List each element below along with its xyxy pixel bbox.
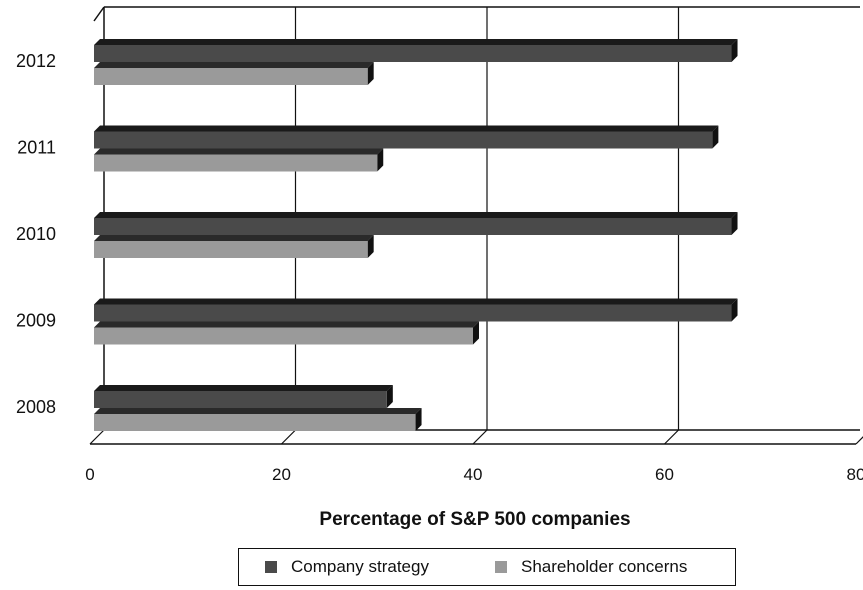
x-axis-ticks: 0 20 40 60 80 <box>85 465 863 484</box>
floor-depth-line <box>664 429 679 445</box>
bar-top-face <box>94 148 384 155</box>
bar-company-strategy-2012 <box>94 45 732 62</box>
x-tick-label: 20 <box>272 465 291 484</box>
x-tick-label: 80 <box>847 465 863 484</box>
bar-side-face <box>386 385 393 408</box>
legend-swatch-light <box>495 561 507 573</box>
bar-top-face <box>94 408 422 414</box>
bar-side-face <box>712 125 719 149</box>
bar-side-face <box>415 408 422 431</box>
bars <box>94 39 738 431</box>
x-tick-label: 40 <box>464 465 483 484</box>
bar-company-strategy-2011 <box>94 131 713 149</box>
x-tick-label: 60 <box>655 465 674 484</box>
y-axis-label: 2012 <box>16 51 56 71</box>
bar-company-strategy-2008 <box>94 391 387 408</box>
y-axis-label: 2010 <box>16 224 56 244</box>
bar-shareholder-concerns-2008 <box>94 414 416 431</box>
bar-top-face <box>94 298 738 305</box>
bar-shareholder-concerns-2009 <box>94 327 473 345</box>
floor-depth-line <box>855 436 863 445</box>
bar-shareholder-concerns-2011 <box>94 154 378 172</box>
bar-side-face <box>367 235 374 258</box>
bar-side-face <box>367 62 374 85</box>
y-axis-label: 2008 <box>16 397 56 417</box>
depth-edge-top <box>93 6 105 22</box>
bar-chart: 2012 2011 2010 2009 2008 0 20 40 60 80 Percentag… <box>16 6 863 530</box>
bar-side-face <box>731 212 738 235</box>
bar-top-face <box>94 62 374 68</box>
bar-top-face <box>94 212 738 218</box>
y-axis-label: 2009 <box>16 311 56 331</box>
legend-item-shareholder-concerns: Shareholder concerns <box>495 549 687 585</box>
bar-side-face <box>473 321 479 345</box>
bar-company-strategy-2009 <box>94 304 732 322</box>
floor-depth-line <box>89 429 105 445</box>
bar-side-face <box>731 298 738 322</box>
legend: Company strategy Shareholder concerns <box>238 548 736 586</box>
legend-swatch-dark <box>265 561 277 573</box>
bar-top-face <box>94 235 374 241</box>
legend-label: Shareholder concerns <box>521 557 688 576</box>
x-tick-label: 0 <box>85 465 94 484</box>
legend-label: Company strategy <box>291 557 429 576</box>
x-axis-title: Percentage of S&P 500 companies <box>319 509 630 530</box>
bar-top-face <box>94 321 479 328</box>
bar-shareholder-concerns-2012 <box>94 68 368 85</box>
bar-top-face <box>94 385 393 391</box>
bar-side-face <box>731 39 738 62</box>
bar-top-face <box>94 125 719 132</box>
y-axis-labels: 2012 2011 2010 2009 2008 <box>16 51 56 417</box>
floor-depth-line <box>472 429 488 445</box>
legend-item-company-strategy: Company strategy <box>265 549 429 585</box>
floor-depth-line <box>281 429 296 445</box>
bar-shareholder-concerns-2010 <box>94 241 368 258</box>
bar-top-face <box>94 39 738 45</box>
bar-company-strategy-2010 <box>94 218 732 235</box>
y-axis-label: 2011 <box>17 138 56 158</box>
bar-side-face <box>377 148 384 172</box>
